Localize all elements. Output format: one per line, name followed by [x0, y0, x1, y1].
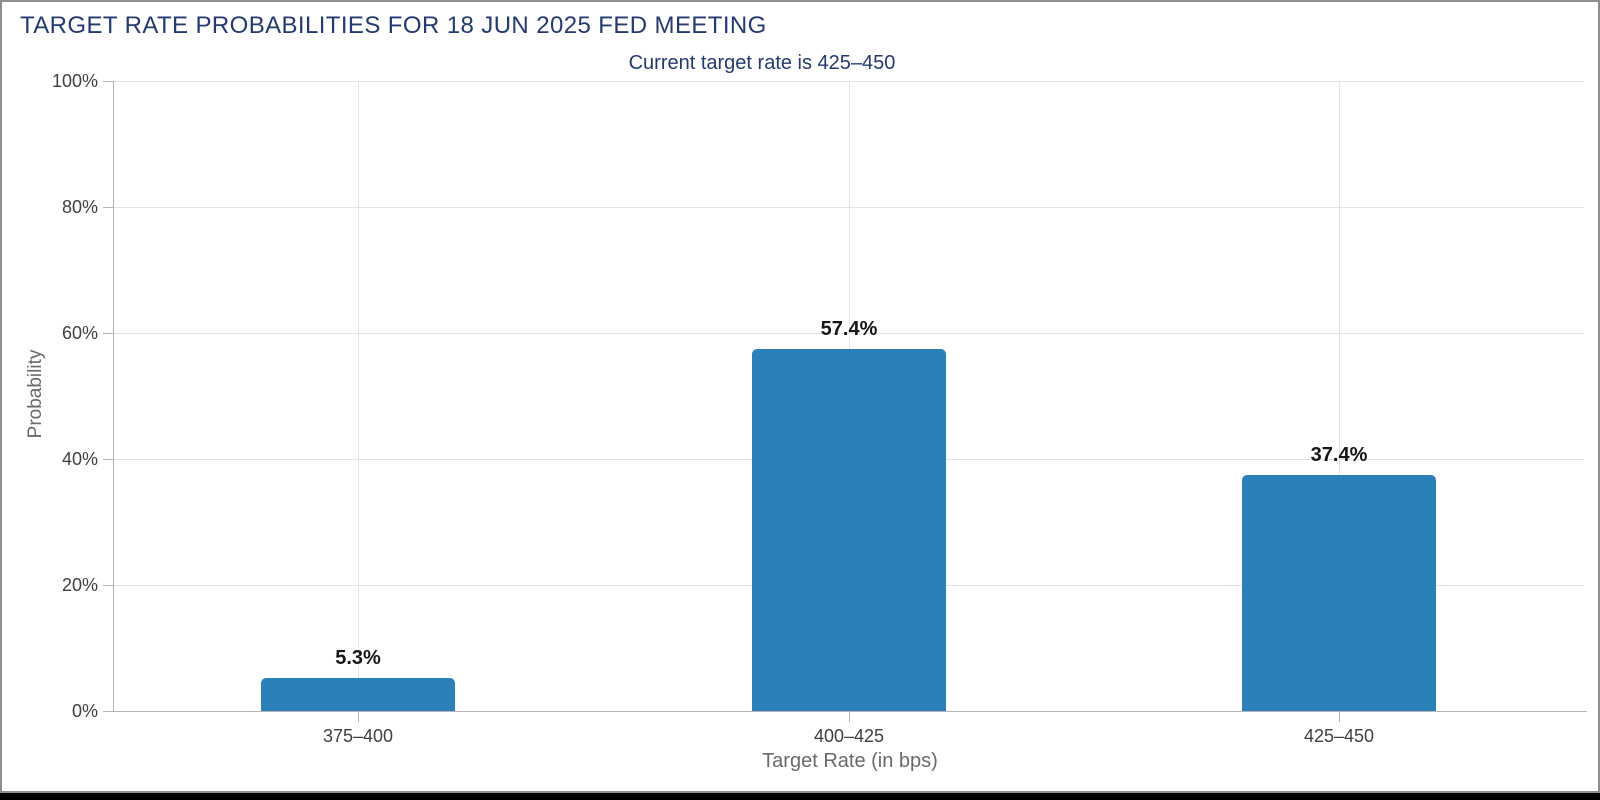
- y-axis-label: 0%: [71, 701, 98, 721]
- y-axis-label: 100%: [51, 71, 98, 91]
- x-axis-category-label: 400–425: [813, 726, 885, 746]
- x-axis-category-label: 375–400: [322, 726, 394, 746]
- y-axis-label: 40%: [61, 449, 98, 469]
- y-axis-tick: [103, 459, 113, 460]
- gridline-horizontal: [113, 207, 1584, 208]
- gridline-vertical: [358, 81, 359, 711]
- y-axis-tick: [103, 207, 113, 208]
- gridline-horizontal: [113, 333, 1584, 334]
- y-axis-line: [113, 81, 114, 712]
- x-axis-category-label: 425–450: [1303, 726, 1375, 746]
- y-axis-tick: [103, 333, 113, 334]
- bar-375-400[interactable]: [261, 678, 455, 711]
- bar-value-label: 5.3%: [335, 647, 381, 669]
- y-axis-label: 60%: [61, 323, 98, 343]
- y-axis-label: 20%: [61, 575, 98, 595]
- bar-value-label: 57.4%: [820, 318, 878, 340]
- y-axis-label: 80%: [61, 197, 98, 217]
- bar-425-450[interactable]: [1242, 475, 1436, 711]
- chart-title: TARGET RATE PROBABILITIES FOR 18 JUN 202…: [20, 12, 767, 39]
- gridline-vertical: [1339, 81, 1340, 711]
- gridline-horizontal: [113, 81, 1584, 82]
- x-axis-line: [113, 711, 1587, 712]
- x-axis-tick: [1339, 712, 1340, 722]
- bar-400-425[interactable]: [752, 349, 946, 711]
- y-axis-tick: [103, 711, 113, 712]
- x-axis-tick: [849, 712, 850, 722]
- x-axis-title: Target Rate (in bps): [762, 750, 938, 772]
- chart-subtitle: Current target rate is 425–450: [628, 52, 896, 74]
- x-axis-tick: [358, 712, 359, 722]
- y-axis-tick: [103, 81, 113, 82]
- bar-value-label: 37.4%: [1310, 444, 1368, 466]
- y-axis-title: Probability: [25, 349, 46, 439]
- y-axis-tick: [103, 585, 113, 586]
